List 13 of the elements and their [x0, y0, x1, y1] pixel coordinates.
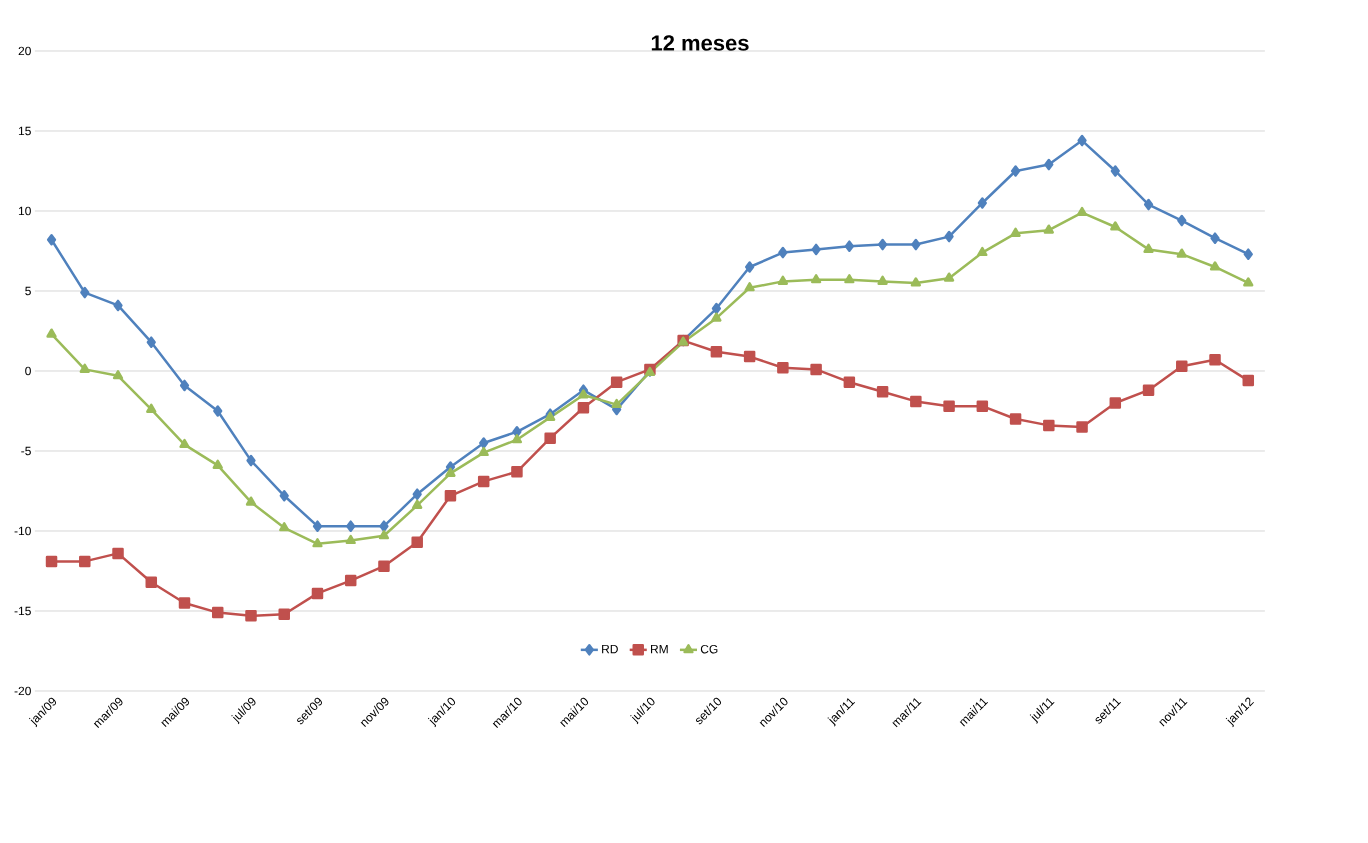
y-tick-label: -20	[14, 686, 31, 696]
y-tick-label: 0	[25, 366, 31, 376]
y-tick-label: -10	[14, 526, 31, 536]
chart-title: 12 meses	[651, 35, 749, 51]
legend-label: RD	[602, 644, 618, 654]
y-tick-label: 5	[25, 286, 31, 296]
y-tick-label: -5	[21, 446, 31, 456]
y-tick-label: 15	[18, 126, 31, 136]
legend-label: CG	[700, 644, 718, 654]
y-tick-label: -15	[14, 606, 31, 616]
y-tick-label: 20	[18, 46, 31, 56]
y-tick-label: 10	[18, 206, 31, 216]
legend-label: RM	[651, 644, 668, 654]
